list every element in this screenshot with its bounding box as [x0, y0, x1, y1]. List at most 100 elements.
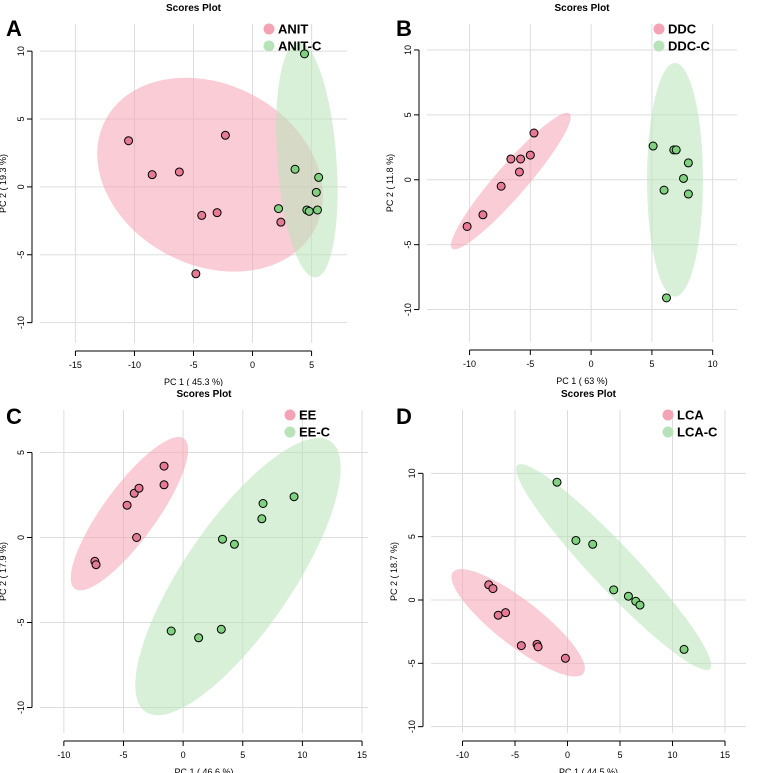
data-point-lca — [501, 608, 511, 618]
data-point-ddc-c — [671, 145, 681, 155]
chart-title: Scores Plot — [176, 389, 232, 400]
panel-letter: B — [396, 16, 412, 41]
data-point-lca-c — [635, 600, 645, 610]
x-tick-label: -10 — [463, 359, 476, 369]
x-axis-label: PC 1 ( 45.3 %) — [164, 377, 223, 386]
y-tick-label: 5 — [407, 534, 417, 539]
y-tick-label: -5 — [407, 659, 417, 667]
y-tick-label: 10 — [16, 46, 26, 56]
ellipses — [70, 437, 341, 716]
points — [124, 49, 324, 279]
data-point-lca-c — [609, 585, 619, 595]
data-point-ddc — [462, 221, 472, 231]
axes: -15 -10 -5 0 5 -10 -5 0 5 10 — [16, 46, 314, 370]
chart-title: Scores Plot — [554, 3, 610, 14]
x-tick-label: -10 — [456, 750, 469, 760]
x-tick-label: 0 — [589, 359, 594, 369]
data-point-ee-c — [289, 492, 299, 502]
data-point-ddc — [478, 210, 488, 220]
data-point-ee-c — [216, 624, 226, 634]
legend: ANIT ANIT-C — [263, 22, 322, 54]
data-point-ee-c — [194, 633, 204, 643]
data-point-anit-c — [311, 187, 321, 197]
data-point-ee — [91, 560, 101, 570]
panel-c: C -10 -5 0 5 10 15 -10 -5 0 5 PC 1 ( 46.6 %) PC 2 (… — [0, 386, 384, 773]
legend-label-ee-c: EE-C — [299, 425, 331, 440]
confidence-ellipse-ee — [70, 437, 189, 591]
y-tick-label: 0 — [16, 184, 26, 189]
data-point-ee-c — [257, 514, 267, 524]
y-tick-label: 5 — [403, 112, 413, 117]
panel-d: D -10 -5 0 5 10 15 -10 -5 0 5 10 PC 1 ( 44.5 %) PC 2… — [384, 386, 768, 773]
y-tick-label: 10 — [403, 45, 413, 55]
x-tick-label: -5 — [189, 360, 197, 370]
data-point-lca — [560, 653, 570, 663]
panel-b: B -10 -5 0 5 10 -10 -5 0 5 10 PC 1 ( 63 %) PC 2 ( 1… — [384, 0, 768, 386]
ellipses — [451, 464, 712, 677]
y-tick-label: 0 — [407, 597, 417, 602]
confidence-ellipse-lca-c — [516, 464, 712, 671]
legend-marker-ee-c — [284, 426, 296, 438]
ellipses — [97, 42, 338, 278]
data-point-lca — [493, 610, 503, 620]
data-point-ddc-c — [683, 189, 693, 199]
data-point-lca-c — [623, 591, 633, 601]
data-point-ddc-c — [659, 185, 669, 195]
axes: -10 -5 0 5 10 15 -10 -5 0 5 — [16, 450, 367, 760]
x-tick-label: -5 — [119, 750, 127, 760]
confidence-ellipse-ddc — [450, 112, 571, 250]
chart-title: Scores Plot — [561, 389, 617, 400]
data-point-anit-c — [299, 49, 309, 59]
x-tick-label: 5 — [617, 750, 622, 760]
x-tick-label: 5 — [240, 750, 245, 760]
y-tick-label: -5 — [16, 618, 26, 626]
data-point-ee-c — [166, 626, 176, 636]
y-tick-label: -10 — [403, 303, 413, 316]
data-point-lca-c — [571, 535, 581, 545]
legend-label-anit-c: ANIT-C — [278, 39, 322, 54]
x-tick-label: -5 — [526, 359, 534, 369]
legend-marker-ddc-c — [653, 40, 665, 52]
panel-letter: D — [396, 404, 412, 429]
data-point-lca — [488, 584, 498, 594]
data-point-anit — [276, 217, 286, 227]
legend-label-ddc: DDC — [668, 22, 697, 37]
points — [484, 477, 689, 663]
axes: -10 -5 0 5 10 -10 -5 0 5 10 — [403, 45, 718, 369]
points — [90, 461, 299, 643]
x-axis-label: PC 1 ( 44.5 %) — [559, 767, 618, 773]
data-point-lca-c — [679, 644, 689, 654]
data-point-anit — [174, 167, 184, 177]
data-point-ddc — [529, 128, 539, 138]
data-point-anit-c — [312, 205, 322, 215]
data-point-ddc-c — [661, 293, 671, 303]
y-tick-label: 0 — [403, 177, 413, 182]
y-tick-label: 0 — [16, 535, 26, 540]
x-tick-label: -5 — [511, 750, 519, 760]
x-tick-label: -10 — [128, 360, 141, 370]
data-point-anit — [147, 170, 157, 180]
data-point-anit — [220, 130, 230, 140]
x-axis-label: PC 1 ( 46.6 %) — [174, 767, 233, 773]
y-tick-label: -10 — [16, 701, 26, 714]
legend-marker-anit — [263, 23, 275, 35]
legend-marker-ddc — [653, 23, 665, 35]
points — [462, 128, 693, 303]
data-point-ddc — [516, 154, 526, 164]
y-tick-label: -5 — [16, 251, 26, 259]
data-point-ee — [122, 500, 132, 510]
y-tick-label: -10 — [16, 316, 26, 329]
scores-plot-chart: -10 -5 0 5 10 15 -10 -5 0 5 10 PC 1 ( 44.5 %) PC 2 (… — [389, 389, 746, 773]
legend-marker-lca — [662, 409, 674, 421]
data-point-ddc — [496, 181, 506, 191]
legend-label-ddc-c: DDC-C — [668, 39, 710, 54]
data-point-ddc — [525, 150, 535, 160]
data-point-anit-c — [290, 164, 300, 174]
data-point-lca — [516, 641, 526, 651]
x-tick-label: -15 — [69, 360, 82, 370]
axes: -10 -5 0 5 10 15 -10 -5 0 5 10 — [407, 468, 730, 760]
data-point-ee — [132, 533, 142, 542]
data-point-ee — [134, 483, 144, 493]
scores-plot-chart: -10 -5 0 5 10 15 -10 -5 0 5 PC 1 ( 46.6 %) PC 2 ( 1… — [0, 389, 368, 773]
scores-plot-chart: -10 -5 0 5 10 -10 -5 0 5 10 PC 1 ( 63 %) PC 2 ( 11.… — [385, 3, 737, 386]
